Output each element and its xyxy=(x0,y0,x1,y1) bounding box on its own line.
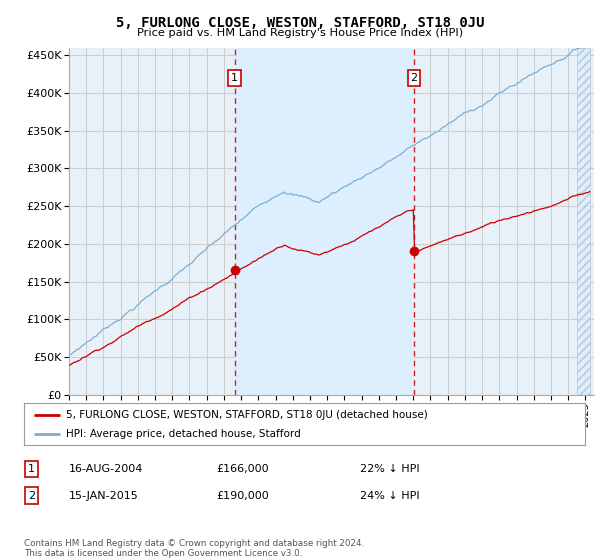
Text: £190,000: £190,000 xyxy=(216,491,269,501)
Text: Price paid vs. HM Land Registry's House Price Index (HPI): Price paid vs. HM Land Registry's House … xyxy=(137,28,463,38)
Text: 5, FURLONG CLOSE, WESTON, STAFFORD, ST18 0JU (detached house): 5, FURLONG CLOSE, WESTON, STAFFORD, ST18… xyxy=(66,409,428,419)
Text: 22% ↓ HPI: 22% ↓ HPI xyxy=(360,464,419,474)
Text: 24% ↓ HPI: 24% ↓ HPI xyxy=(360,491,419,501)
Text: 1: 1 xyxy=(28,464,35,474)
Text: 16-AUG-2004: 16-AUG-2004 xyxy=(69,464,143,474)
Text: 2: 2 xyxy=(28,491,35,501)
Text: Contains HM Land Registry data © Crown copyright and database right 2024.
This d: Contains HM Land Registry data © Crown c… xyxy=(24,539,364,558)
Text: 5, FURLONG CLOSE, WESTON, STAFFORD, ST18 0JU: 5, FURLONG CLOSE, WESTON, STAFFORD, ST18… xyxy=(116,16,484,30)
Text: 2: 2 xyxy=(410,73,418,83)
Text: HPI: Average price, detached house, Stafford: HPI: Average price, detached house, Staf… xyxy=(66,429,301,439)
Text: 15-JAN-2015: 15-JAN-2015 xyxy=(69,491,139,501)
Text: 1: 1 xyxy=(231,73,238,83)
Text: £166,000: £166,000 xyxy=(216,464,269,474)
